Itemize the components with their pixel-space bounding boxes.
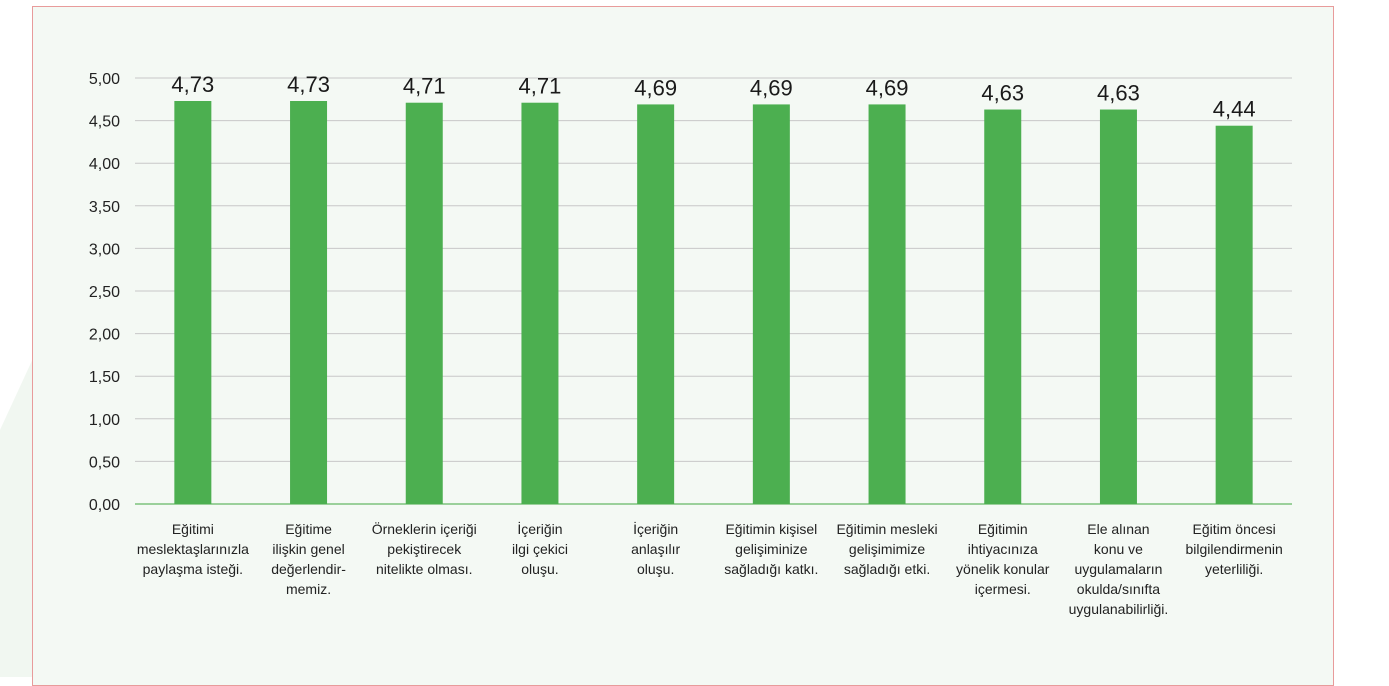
x-tick-label-line: ihtiyacınıza — [968, 541, 1038, 557]
data-label: 4,63 — [1097, 81, 1140, 106]
x-tick-label-line: meslektaşlarınızla — [137, 541, 249, 557]
x-tick-label-line: Eğitimin — [978, 521, 1028, 537]
bar — [984, 109, 1022, 505]
x-tick-label-line: yeterliliği. — [1205, 561, 1263, 577]
x-tick-label-line: İçeriğin — [633, 520, 678, 537]
x-tick-label: Eğitim öncesi bilgilendirmenin yeterliliği… — [1186, 521, 1283, 577]
bar — [868, 104, 906, 505]
x-tick-label: İçeriğin ilgi çekici oluşu. — [512, 520, 568, 577]
x-tick-label-line: Örneklerin içeriği — [372, 520, 477, 537]
x-tick-label-line: sağladığı etki. — [844, 561, 930, 577]
x-tick-label-line: ilgi çekici — [512, 541, 568, 557]
x-tick-label: Eğitimin kişisel gelişiminize sağladığı ka… — [724, 521, 818, 577]
x-tick-label-line: nitelikte olması. — [376, 561, 472, 577]
y-tick-label: 0,00 — [89, 497, 120, 514]
y-tick-label: 2,50 — [89, 284, 120, 301]
x-tick-label-line: ilişkin genel — [272, 541, 344, 557]
y-tick-label: 5,00 — [89, 71, 120, 88]
x-tick-label-line: bilgilendirmenin — [1186, 541, 1283, 557]
x-tick-label-line: konu ve — [1094, 541, 1143, 557]
x-tick-label-line: anlaşılır — [631, 541, 680, 557]
data-label: 4,44 — [1213, 97, 1256, 122]
x-tick-label-line: pekiştirecek — [387, 541, 462, 557]
y-tick-label: 1,50 — [89, 369, 120, 386]
x-tick-label-line: Eğitime — [285, 521, 332, 537]
x-tick-label-line: uygulamaların — [1074, 561, 1162, 577]
y-tick-label: 0,50 — [89, 454, 120, 471]
x-tick-label-line: uygulanabilirliği. — [1069, 601, 1169, 617]
x-tick-label-line: Ele alınan — [1087, 521, 1149, 537]
x-tick-label: Örneklerin içeriği pekiştirecek nitelikte … — [372, 520, 477, 577]
bar — [1099, 109, 1137, 505]
data-label: 4,69 — [634, 75, 677, 100]
y-tick-label: 3,00 — [89, 241, 120, 258]
bar — [174, 101, 212, 504]
x-tick-label: Eğitimi meslektaşlarınızla paylaşma isteği… — [137, 521, 249, 577]
x-tick-label-line: oluşu. — [637, 561, 674, 577]
bar — [752, 104, 790, 505]
data-label: 4,69 — [866, 75, 909, 100]
y-tick-label: 4,00 — [89, 156, 120, 173]
data-label: 4,63 — [981, 81, 1024, 106]
data-label: 4,71 — [519, 74, 562, 99]
x-tick-label-line: gelişimimize — [849, 541, 925, 557]
x-tick-label-line: Eğitimin kişisel — [725, 521, 817, 537]
x-tick-label-line: Eğitimin mesleki — [836, 521, 937, 537]
x-tick-label: Eğitime ilişkin genel değerlendir-memiz. — [271, 521, 346, 597]
x-tick-label: Eğitimin ihtiyacınıza yönelik konular içerm… — [956, 521, 1050, 597]
data-label: 4,73 — [171, 72, 214, 97]
data-label: 4,73 — [287, 72, 330, 97]
x-tick-label-line: paylaşma isteği. — [143, 561, 243, 577]
x-tick-label-line: sağladığı katkı. — [724, 561, 818, 577]
y-tick-label: 2,00 — [89, 327, 120, 344]
data-label: 4,71 — [403, 74, 446, 99]
x-tick-label-line: içermesi. — [975, 581, 1031, 597]
x-tick-label-line: okulda/sınıfta — [1077, 581, 1160, 597]
bar — [405, 102, 443, 504]
data-label: 4,69 — [750, 75, 793, 100]
x-tick-label-line: Eğitimi — [172, 521, 214, 537]
x-tick-label-line: İçeriğin — [517, 520, 562, 537]
x-tick-label-line: oluşu. — [521, 561, 558, 577]
x-tick-label: İçeriğin anlaşılır oluşu. — [631, 520, 680, 577]
y-tick-label: 3,50 — [89, 199, 120, 216]
bar — [521, 102, 559, 504]
x-tick-label-line: gelişiminize — [735, 541, 808, 557]
x-tick-label-line: memiz. — [286, 581, 331, 597]
x-tick-label: Ele alınan konu ve uygulamaların okulda/sın… — [1069, 521, 1169, 617]
x-tick-label-line: yönelik konular — [956, 561, 1050, 577]
bar — [290, 101, 328, 504]
x-tick-label-line: değerlendir- — [271, 561, 346, 577]
x-tick-label-line: Eğitim öncesi — [1193, 521, 1276, 537]
bar — [637, 104, 675, 505]
bar — [1215, 125, 1253, 504]
y-tick-label: 4,50 — [89, 114, 120, 131]
y-tick-label: 1,00 — [89, 412, 120, 429]
x-tick-label: Eğitimin mesleki gelişimimize sağladığı et… — [836, 521, 937, 577]
